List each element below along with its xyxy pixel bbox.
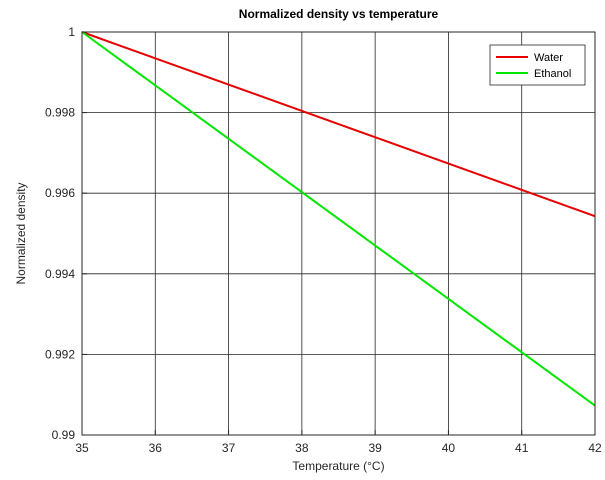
- x-tick-label: 35: [75, 441, 89, 455]
- y-tick-label: 0.99: [52, 428, 76, 442]
- x-tick-label: 40: [442, 441, 456, 455]
- x-tick-labels: 35 36 37 38 39 40 41 42: [75, 441, 602, 455]
- plot-area: [82, 32, 595, 435]
- legend-label-water: Water: [534, 52, 563, 64]
- x-tick-label: 39: [368, 441, 382, 455]
- y-tick-labels: 0.99 0.992 0.994 0.996 0.998 1: [45, 25, 75, 442]
- y-tick-label: 1: [68, 25, 75, 39]
- series-lines: [81, 31, 596, 407]
- x-axis-title: Temperature (°C): [292, 459, 384, 473]
- x-tick-label: 41: [515, 441, 529, 455]
- legend-label-ethanol: Ethanol: [534, 68, 571, 80]
- x-tick-label: 38: [295, 441, 309, 455]
- series-line-ethanol: [81, 31, 596, 407]
- y-tick-label: 0.992: [45, 347, 75, 361]
- x-tick-label: 42: [588, 441, 602, 455]
- plot-frame: [81, 31, 596, 436]
- y-tick-label: 0.994: [45, 267, 75, 281]
- y-axis-title: Normalized density: [14, 182, 28, 284]
- y-tick-label: 0.998: [45, 106, 75, 120]
- legend: Water Ethanol: [489, 44, 586, 86]
- chart-title: Normalized density vs temperature: [239, 7, 439, 21]
- legend-box: [489, 44, 586, 86]
- y-tick-label: 0.996: [45, 186, 75, 200]
- tick-marks: [81, 31, 596, 436]
- x-tick-label: 37: [222, 441, 236, 455]
- series-line-water: [81, 31, 596, 218]
- x-tick-label: 36: [149, 441, 163, 455]
